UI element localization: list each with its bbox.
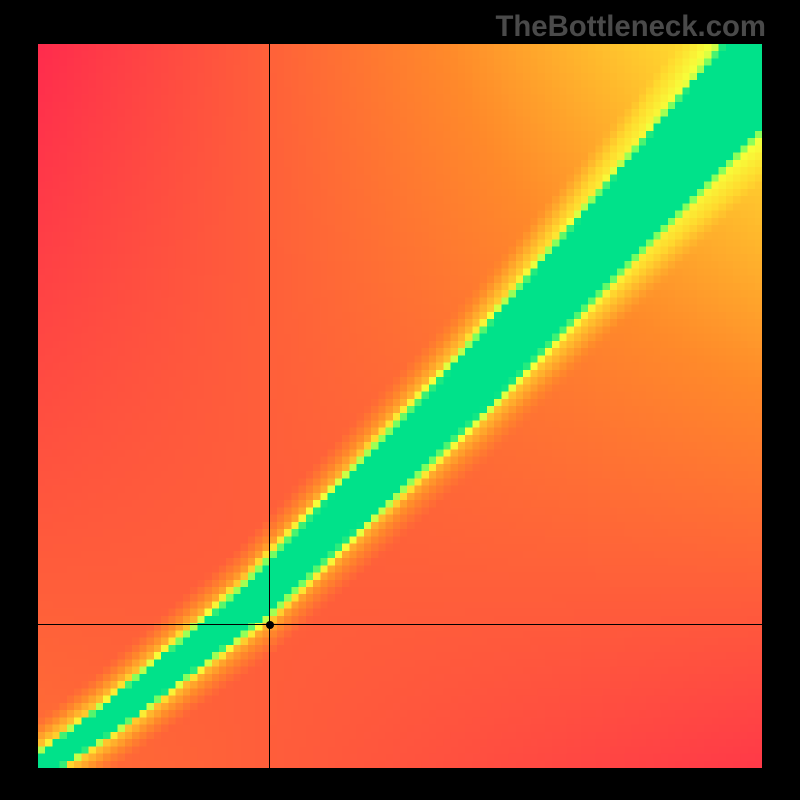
crosshair-vertical	[269, 44, 270, 768]
chart-frame: TheBottleneck.com	[0, 0, 800, 800]
plot-area	[38, 44, 762, 768]
heatmap-canvas	[38, 44, 762, 768]
crosshair-point	[266, 621, 274, 629]
crosshair-horizontal	[38, 624, 762, 625]
watermark-text: TheBottleneck.com	[495, 10, 766, 44]
